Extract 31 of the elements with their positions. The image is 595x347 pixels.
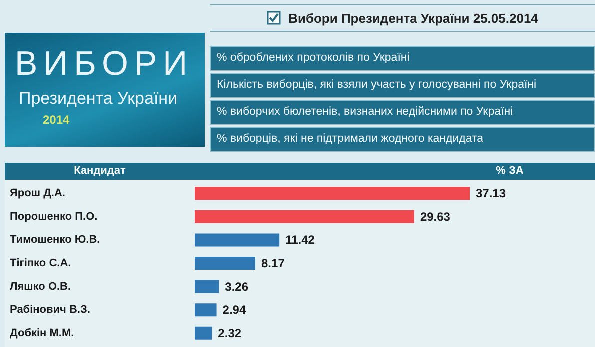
bar — [195, 210, 414, 224]
data-label: 2.32 — [218, 326, 242, 340]
data-label: 11.42 — [286, 233, 316, 248]
y-tick-label: Ярош Д.А. — [10, 188, 66, 200]
data-label: 37.13 — [476, 186, 506, 201]
bar — [195, 304, 217, 317]
data-label: 8.17 — [262, 256, 286, 270]
data-label: 29.63 — [420, 210, 451, 224]
y-tick-label: Добкін М.М. — [10, 327, 74, 340]
text: % виборчих бюлетенів, визнаних недійсними по Україні — [210, 100, 595, 125]
text: 2014 — [43, 113, 70, 127]
bar — [195, 326, 212, 340]
text: ВИБОРИ — [15, 45, 194, 84]
y-tick-label: Тігіпко С.А. — [10, 258, 72, 270]
chart-title: Вибори Президента України 25.05.2014 — [288, 10, 538, 26]
bar — [195, 234, 280, 247]
text: Кількість виборців, які взяли участь у голосуванні по Україні — [210, 73, 595, 98]
text: % виборців, які не підтримали жодного кандидата — [210, 127, 595, 152]
y-tick-label: Рабінович В.З. — [10, 304, 90, 316]
bar — [195, 187, 470, 200]
bar — [195, 257, 256, 270]
data-label: 3.26 — [225, 280, 249, 294]
y-tick-label: Порошенко П.О. — [10, 210, 98, 223]
y-tick-label: Ляшко О.В. — [10, 280, 72, 293]
bar — [195, 280, 220, 294]
text: % ЗА — [495, 164, 525, 179]
text: Кандидат — [73, 164, 127, 179]
text: % оброблених протоколів по Україні — [210, 46, 595, 71]
data-label: 2.94 — [222, 303, 246, 318]
text: Президента України — [19, 89, 178, 109]
y-tick-label: Тимошенко Ю.В. — [10, 234, 100, 246]
